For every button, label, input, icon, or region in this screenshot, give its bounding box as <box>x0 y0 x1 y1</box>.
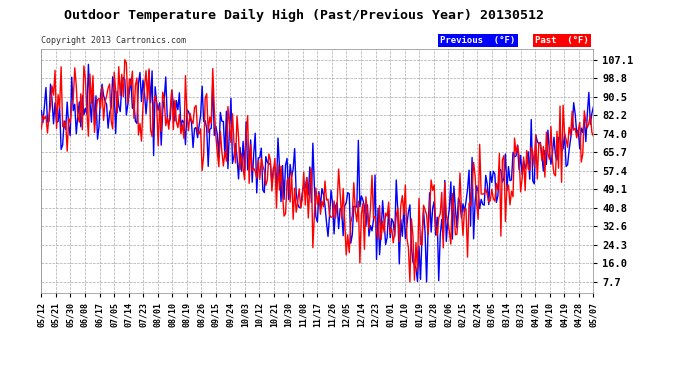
Text: Past  (°F): Past (°F) <box>535 36 589 45</box>
Text: Previous  (°F): Previous (°F) <box>440 36 515 45</box>
Text: Copyright 2013 Cartronics.com: Copyright 2013 Cartronics.com <box>41 36 186 45</box>
Text: Outdoor Temperature Daily High (Past/Previous Year) 20130512: Outdoor Temperature Daily High (Past/Pre… <box>63 9 544 22</box>
